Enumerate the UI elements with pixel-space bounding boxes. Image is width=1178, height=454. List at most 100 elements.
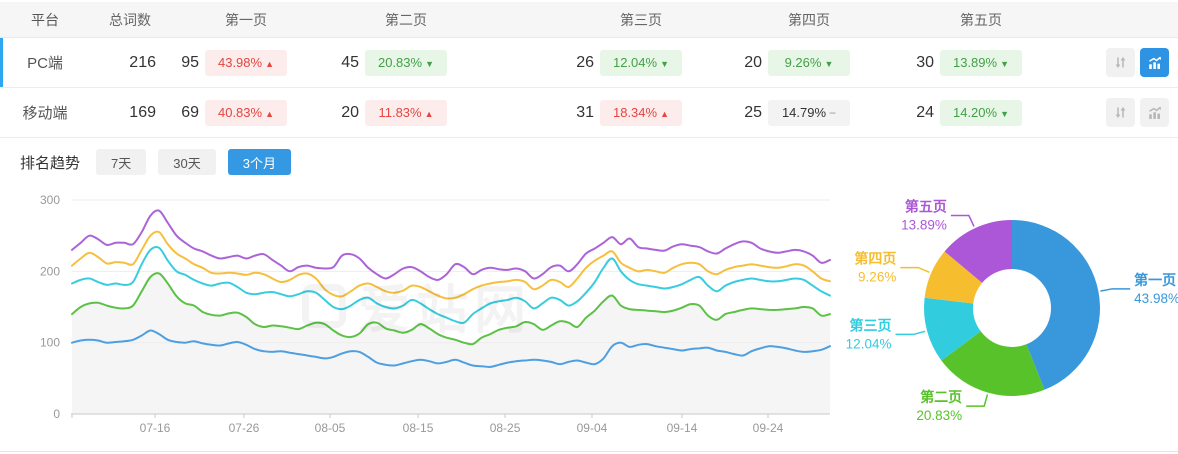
page5-change-badge: 13.89% ▼: [940, 49, 1022, 76]
keyword-rank-table: 平台 总词数 第一页 第二页 第三页 第四页 第五页 PC端 216 95 43.98…: [0, 2, 1178, 138]
y-axis-tick-label: 100: [40, 336, 60, 350]
pie-label-name: 第二页: [920, 389, 962, 405]
sort-icon: [1115, 57, 1126, 68]
header-page3: 第三页: [620, 11, 662, 28]
change-percent: 11.83%: [378, 104, 422, 120]
change-percent: 9.26%: [784, 54, 822, 70]
header-platform: 平台: [31, 11, 59, 28]
pie-label-percent: 13.89%: [901, 218, 947, 233]
row-actions: [1030, 98, 1178, 127]
header-total-words: 总词数: [109, 11, 151, 28]
up-arrow-icon: ▲: [265, 58, 274, 69]
row-actions: [1030, 48, 1178, 77]
sort-button[interactable]: [1106, 98, 1135, 127]
change-percent: 18.34%: [612, 104, 658, 120]
chart-icon: [1148, 106, 1161, 119]
pie-label-name: 第一页: [1134, 272, 1176, 288]
sort-button[interactable]: [1106, 48, 1135, 77]
pie-label-line: [900, 266, 930, 274]
trend-line-page1: [71, 329, 831, 368]
down-arrow-icon: ▼: [1000, 58, 1009, 69]
header-page4: 第四页: [788, 11, 830, 28]
header-page5: 第五页: [960, 11, 1002, 28]
trend-range-tabs: 7天 30天 3个月: [96, 149, 303, 175]
chart-toggle-button[interactable]: [1140, 48, 1169, 77]
page4-cell: 20 9.26% ▼: [690, 49, 858, 76]
down-arrow-icon: ▼: [824, 58, 834, 69]
page3-cell: 31 18.34% ▲: [455, 99, 690, 126]
x-axis-tick-label: 08-25: [490, 421, 521, 435]
y-axis-tick-label: 300: [40, 193, 60, 207]
page3-change-badge: 12.04% ▼: [600, 49, 682, 76]
trend-title: 排名趋势: [20, 154, 81, 172]
platform-name: PC端: [27, 55, 63, 72]
page1-cell: 69 40.83% ▲: [170, 99, 295, 126]
change-percent: 13.89%: [952, 54, 998, 70]
down-arrow-icon: ▼: [1000, 108, 1009, 119]
pie-label-line: [895, 330, 926, 336]
trend-toolbar: 排名趋势 7天 30天 3个月: [0, 141, 303, 183]
total-words-value: 169: [129, 103, 156, 121]
up-arrow-icon: ▲: [265, 108, 274, 119]
pie-label-line: [966, 394, 989, 407]
pie-slice-page3: [924, 297, 981, 361]
trend-tab-30-days[interactable]: 30天: [158, 149, 216, 175]
page4-cell: 25 14.79% −: [690, 99, 858, 126]
header-page2: 第二页: [385, 11, 427, 28]
page5-cell: 30 13.89% ▼: [858, 49, 1030, 76]
page2-count: 20: [341, 103, 359, 121]
pie-label-name: 第三页: [849, 317, 891, 333]
pie-label-percent: 43.98%: [1134, 291, 1178, 306]
y-axis-tick-label: 0: [53, 407, 60, 421]
page1-change-badge: 40.83% ▲: [205, 99, 287, 126]
page1-count: 69: [181, 103, 199, 121]
down-arrow-icon: ▼: [425, 58, 434, 69]
page4-count: 20: [744, 53, 762, 71]
table-row: 移动端 169 69 40.83% ▲ 20 11.83% ▲ 31 18.34% ▲ 25 14.79…: [0, 88, 1178, 138]
pie-slice-page2: [941, 331, 1045, 396]
up-arrow-icon: ▲: [660, 108, 669, 119]
x-axis-tick-label: 09-04: [577, 421, 608, 435]
trend-tab-3-months[interactable]: 3个月: [227, 149, 291, 175]
chart-icon: [1148, 56, 1161, 69]
change-percent: 12.04%: [612, 54, 658, 70]
page2-cell: 45 20.83% ▼: [295, 49, 455, 76]
page4-count: 25: [744, 103, 762, 121]
change-percent: 40.83%: [217, 104, 263, 120]
page2-change-badge: 20.83% ▼: [365, 49, 447, 76]
change-percent: 20.83%: [377, 54, 423, 70]
trend-line-page5: [71, 209, 831, 281]
x-axis-tick-label: 07-16: [140, 421, 171, 435]
platform-name: 移动端: [22, 105, 68, 122]
page1-cell: 95 43.98% ▲: [170, 49, 295, 76]
page3-count: 26: [576, 53, 594, 71]
pie-label-line: [950, 214, 975, 227]
page5-change-badge: 14.20% ▼: [940, 99, 1022, 126]
x-axis-tick-label: 08-15: [403, 421, 434, 435]
page3-count: 31: [576, 103, 594, 121]
page1-count: 95: [181, 53, 199, 71]
header-page1: 第一页: [225, 11, 267, 28]
change-percent: 43.98%: [217, 54, 263, 70]
table-header-row: 平台 总词数 第一页 第二页 第三页 第四页 第五页: [0, 2, 1178, 38]
pie-label-percent: 12.04%: [846, 336, 892, 351]
page3-change-badge: 18.34% ▲: [600, 99, 682, 126]
up-arrow-icon: ▲: [424, 108, 434, 119]
page1-change-badge: 43.98% ▲: [205, 49, 287, 76]
trend-line-page2: [71, 272, 831, 346]
pie-label-percent: 20.83%: [916, 408, 962, 423]
x-axis-tick-label: 09-24: [753, 421, 784, 435]
pie-label-name: 第五页: [905, 199, 947, 215]
page5-cell: 24 14.20% ▼: [858, 99, 1030, 126]
down-arrow-icon: ▼: [660, 58, 669, 69]
page5-count: 30: [916, 53, 934, 71]
x-axis-tick-label: 09-14: [667, 421, 698, 435]
y-axis-tick-label: 200: [40, 264, 60, 278]
table-row: PC端 216 95 43.98% ▲ 45 20.83% ▼ 26 12.04% ▼ 20 9.26%…: [0, 38, 1178, 88]
page5-count: 24: [916, 103, 934, 121]
page2-cell: 20 11.83% ▲: [295, 99, 455, 126]
trend-tab-7-days[interactable]: 7天: [96, 149, 147, 175]
trend-line-chart: 0 100 200 300 07-16 07-26 08-05 08-15 08-25 09-04…: [40, 193, 831, 435]
chart-toggle-button[interactable]: [1140, 98, 1169, 127]
page-share-donut-chart: 第一页 43.98% 第二页 20.83% 第三页 12.04% 第四页 9.26% 第五页 13…: [846, 199, 1178, 424]
